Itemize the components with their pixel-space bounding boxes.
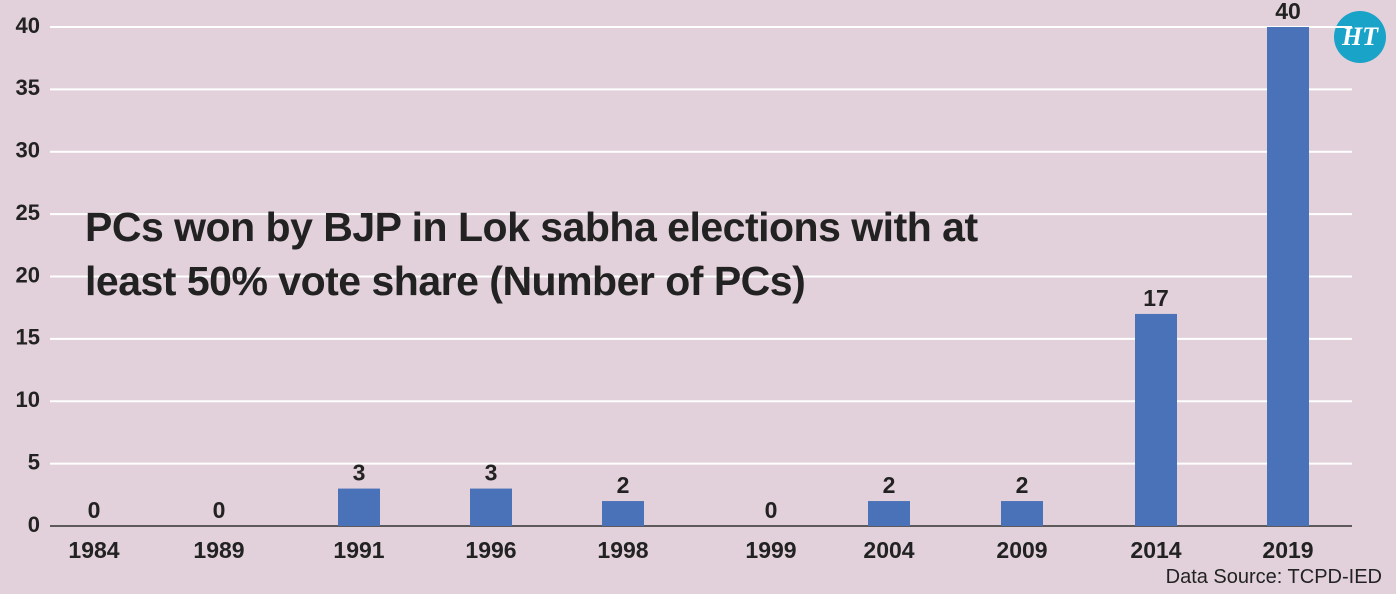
- value-label: 2: [1016, 472, 1029, 498]
- x-tick-label: 1991: [333, 537, 384, 563]
- x-tick-label: 2004: [863, 537, 914, 563]
- value-label: 0: [765, 497, 778, 523]
- y-tick-label: 20: [16, 262, 40, 287]
- value-label: 2: [883, 472, 896, 498]
- bar: [602, 501, 644, 526]
- bar: [470, 488, 512, 526]
- x-tick-label: 1998: [597, 537, 648, 563]
- value-label: 17: [1143, 285, 1169, 311]
- y-tick-label: 40: [16, 13, 40, 38]
- value-label: 2: [617, 472, 630, 498]
- value-label: 3: [485, 460, 498, 486]
- bar: [1001, 501, 1043, 526]
- y-tick-label: 15: [16, 325, 40, 350]
- x-tick-label: 2014: [1130, 537, 1181, 563]
- value-label: 40: [1275, 0, 1301, 24]
- logo-circle: [1334, 11, 1386, 63]
- value-label: 3: [353, 460, 366, 486]
- chart-title: PCs won by BJP in Lok sabha elections wi…: [85, 204, 978, 304]
- x-tick-label: 2019: [1262, 537, 1313, 563]
- x-tick-label: 1999: [745, 537, 796, 563]
- bar: [868, 501, 910, 526]
- bar: [1135, 313, 1177, 526]
- source-note: Data Source: TCPD-IED: [1165, 566, 1382, 588]
- value-label: 0: [213, 497, 226, 523]
- y-tick-label: 0: [28, 512, 40, 537]
- x-tick-label: 2009: [996, 537, 1047, 563]
- x-tick-label: 1996: [465, 537, 516, 563]
- y-tick-label: 30: [16, 138, 40, 163]
- x-tick-label: 1989: [193, 537, 244, 563]
- bar: [338, 488, 380, 526]
- y-tick-label: 10: [16, 387, 40, 412]
- y-tick-label: 35: [16, 75, 40, 100]
- x-tick-label: 1984: [68, 537, 119, 563]
- y-tick-label: 25: [16, 200, 40, 225]
- bar: [1267, 27, 1309, 526]
- y-tick-label: 5: [28, 449, 40, 474]
- value-label: 0: [88, 497, 101, 523]
